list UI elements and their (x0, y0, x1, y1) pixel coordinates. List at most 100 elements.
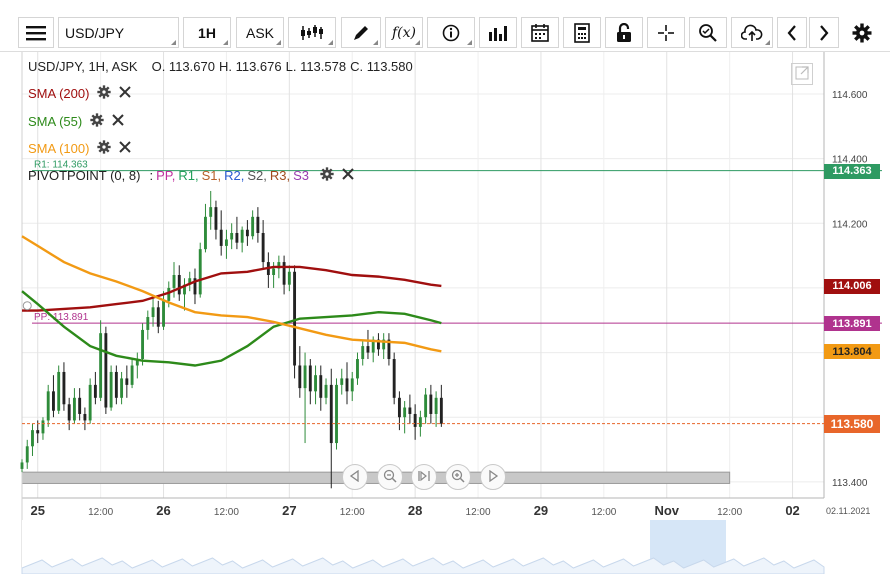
candle-body (109, 371, 113, 408)
expand-chart-button[interactable] (791, 63, 813, 85)
candle-body (272, 268, 276, 275)
gear-icon (852, 23, 872, 43)
zoom-icon (698, 23, 718, 43)
plot-background (22, 52, 824, 498)
price-chart[interactable]: 114.600 114.400 114.200 113.400 25 12:00 26 12:… (0, 52, 890, 574)
nav-fit-button[interactable] (410, 464, 437, 490)
candle-body (230, 232, 234, 240)
legend-sma-55[interactable]: SMA (55) (28, 113, 124, 130)
candle-body (324, 384, 328, 398)
dropdown-corner-icon (223, 40, 228, 45)
pivot-s2: S2, (247, 168, 267, 183)
cursor-marker (22, 301, 32, 311)
candlestick-icon (300, 24, 324, 42)
gear-icon[interactable] (97, 85, 112, 102)
dropdown-corner-icon (467, 40, 472, 45)
candle-body (156, 307, 160, 327)
x-tick-label: 25 (30, 503, 44, 518)
candle-body (78, 397, 82, 414)
x-tick-label: Nov (654, 503, 679, 518)
candle-body (403, 407, 407, 418)
candle-body (104, 333, 108, 408)
calendar-button[interactable] (521, 17, 559, 48)
candle-body (93, 384, 97, 398)
close-icon[interactable] (342, 168, 354, 183)
zoom-button[interactable] (689, 17, 727, 48)
gear-icon[interactable] (320, 167, 334, 184)
symbol-selector[interactable]: USD/JPY (58, 17, 179, 48)
dropdown-corner-icon (373, 40, 378, 45)
candle-body (198, 249, 202, 295)
scroll-left-button[interactable] (777, 17, 807, 48)
date-stamp: 02.11.2021 (826, 506, 871, 516)
candle-body (256, 216, 260, 233)
save-cloud-button[interactable] (731, 17, 773, 48)
close-icon[interactable] (119, 141, 132, 156)
price-box-113.804: 113.804 (824, 344, 880, 360)
candle-body (371, 339, 375, 353)
candle-body (46, 391, 50, 421)
price-box-114.006: 114.006 (824, 278, 880, 294)
settings-button[interactable] (846, 17, 878, 48)
info-button[interactable] (427, 17, 475, 48)
indicator-label[interactable]: SMA (200) (28, 86, 90, 101)
calculator-icon (573, 22, 591, 43)
nav-next-button[interactable] (479, 464, 506, 490)
candle-body (20, 462, 24, 469)
volume-button[interactable] (479, 17, 517, 48)
legend-sma-200[interactable]: SMA (200) (28, 85, 132, 102)
candle-body (183, 284, 186, 295)
chevron-right-icon (818, 24, 830, 42)
nav-prev-button[interactable] (342, 464, 369, 490)
sma-line (21, 235, 442, 353)
pivot-label[interactable]: PIVOTPOINT (0, 8) (28, 168, 141, 183)
close-icon[interactable] (119, 86, 132, 101)
y-tick-label: 113.400 (832, 478, 868, 489)
chart-type-button[interactable] (288, 17, 336, 48)
indicators-button[interactable]: f(x) (385, 17, 423, 48)
drawing-tools-button[interactable] (341, 17, 381, 48)
chart-area[interactable]: 114.600 114.400 114.200 113.400 25 12:00 26 12:… (0, 52, 890, 574)
function-icon: f(x) (391, 24, 416, 41)
x-tick-label: 28 (408, 503, 422, 518)
candle-body (413, 413, 417, 427)
candle-body (345, 378, 349, 392)
hamburger-icon (26, 25, 46, 41)
price-side-selector[interactable]: ASK (236, 17, 284, 48)
gear-icon[interactable] (97, 140, 112, 157)
calculator-button[interactable] (563, 17, 601, 48)
nav-zoom-out-button[interactable] (376, 464, 403, 490)
pivot-r2: R2, (224, 168, 245, 183)
indicator-label[interactable]: SMA (55) (28, 114, 83, 129)
draw-pen-icon (352, 24, 370, 42)
candle-body (31, 430, 34, 447)
close-icon[interactable] (112, 114, 124, 129)
candle-body (418, 417, 422, 427)
legend-sma-100[interactable]: SMA (100) (28, 140, 132, 157)
legend-pivotpoint[interactable]: PIVOTPOINT (0, 8) : PP, R1, S1, R2, S2, … (28, 167, 354, 184)
gear-icon[interactable] (90, 113, 104, 130)
lock-button[interactable] (605, 17, 643, 48)
sma-line (22, 265, 442, 312)
nav-zoom-in-button[interactable] (445, 464, 472, 490)
indicator-label[interactable]: SMA (100) (28, 141, 90, 156)
candle-body (429, 394, 433, 414)
zoom-out-icon (383, 469, 397, 486)
bar-chart-icon (488, 24, 508, 42)
candle-body (387, 339, 391, 360)
pivot-pp: PP, (156, 168, 176, 183)
candle-body (245, 229, 249, 237)
calendar-icon (530, 23, 550, 43)
expand-icon (795, 65, 809, 83)
menu-button[interactable] (18, 17, 54, 48)
timeframe-selector[interactable]: 1H (183, 17, 231, 48)
candle-body (319, 375, 323, 398)
crosshair-button[interactable] (647, 17, 685, 48)
lock-icon (616, 22, 632, 43)
candle-body (308, 365, 312, 392)
zoom-in-icon (451, 469, 465, 486)
volume-area (21, 557, 825, 574)
x-tick-label: 12:00 (466, 507, 491, 518)
candle-body (177, 275, 181, 295)
scroll-right-button[interactable] (809, 17, 839, 48)
